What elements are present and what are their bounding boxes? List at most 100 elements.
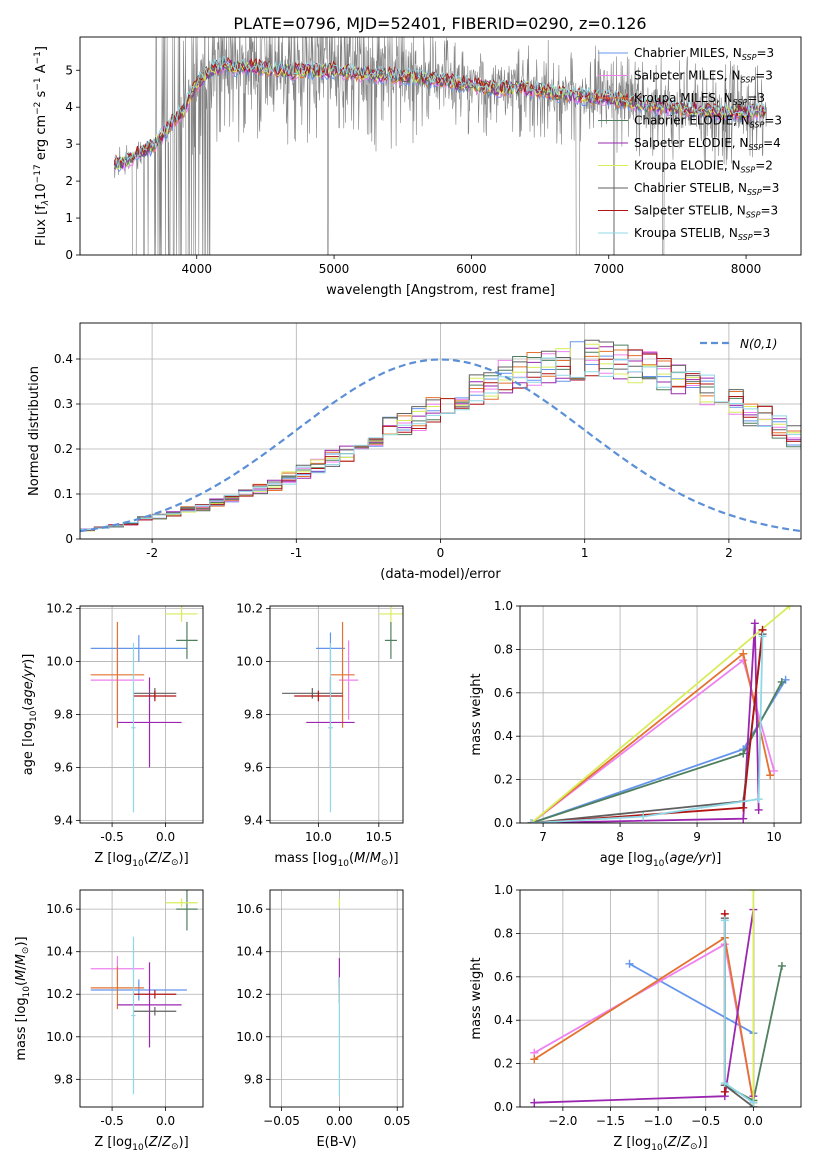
y-tick-label: 0 (65, 532, 73, 546)
series-line (533, 942, 755, 1103)
series-kroupa-miles (527, 649, 775, 823)
axes-frame (79, 889, 204, 1108)
y-tick-label: 2 (65, 174, 73, 188)
ticks: −0.05 0.00 0.05 9.8 10.0 10.2 10.4 10.6 (236, 902, 410, 1128)
series-marker (530, 1098, 539, 1107)
weight-lines (530, 890, 786, 1107)
point-kroupa-elodie (378, 606, 403, 622)
x-tick-label: 0 (437, 546, 445, 560)
y-tick-label: 10.6 (236, 902, 263, 916)
y-tick-label: 9.4 (244, 813, 263, 827)
y-tick-label: 9.8 (244, 1072, 263, 1086)
y-tick-label: 10.4 (46, 945, 73, 959)
point-chabrier-miles (90, 635, 187, 662)
ticks: -2 -1 0 1 2 0 0.1 0.2 0.3 0.4 (54, 352, 733, 560)
series-marker (750, 619, 759, 628)
y-tick-label: 0.4 (494, 1013, 513, 1027)
series-kroupa-elodie (749, 890, 758, 1107)
histograms (80, 339, 801, 533)
figure-title: PLATE=0796, MJD=52401, FIBERID=0290, z=0… (233, 14, 646, 33)
series-chabrier-miles (625, 959, 758, 1038)
series-line (531, 623, 760, 823)
point-salpeter-stelib (133, 690, 177, 702)
y-tick-label: 10.0 (236, 1030, 263, 1044)
y-axis-label: mass weight (469, 673, 484, 755)
x-tick-label: -1 (290, 546, 302, 560)
weight-lines (527, 606, 794, 823)
x-tick-label: −1.0 (644, 1114, 673, 1128)
y-tick-label: 0.6 (494, 686, 513, 700)
axes-frame (269, 889, 404, 1108)
series-kroupa-stelib (720, 916, 758, 1107)
series-marker (639, 812, 648, 821)
gaussian-curve (80, 358, 801, 533)
y-tick-label: 10.2 (236, 602, 263, 616)
residuals-panel: -2 -1 0 1 2 0 0.1 0.2 0.3 0.4 N(0,1) (data-model)/e… (27, 322, 802, 582)
y-tick-label: 3 (65, 137, 73, 151)
series-line (530, 658, 775, 823)
series-marker (785, 606, 794, 610)
x-tick-label: 10.0 (305, 830, 332, 844)
point-chabrier-stelib (133, 1007, 177, 1016)
series-kroupa-stelib (527, 632, 767, 823)
model-spectrum-kroupa-stelib (114, 56, 766, 167)
series-marker (766, 771, 775, 780)
point-chabrier-miles (90, 979, 187, 1001)
series-marker (720, 1079, 729, 1088)
x-tick-label: 10 (766, 830, 781, 844)
point-chabrier-elodie (176, 621, 198, 659)
y-tick-label: 10.6 (46, 902, 73, 916)
point-salpeter-elodie (117, 677, 182, 768)
y-tick-label: 9.6 (244, 760, 263, 774)
ticks: -0.5 0.0 9.4 9.6 9.8 10.0 10.2 (46, 602, 175, 844)
legend-label: Salpeter ELODIE, NSSP=4 (634, 136, 781, 152)
y-tick-label: 0.1 (54, 487, 73, 501)
x-tick-label: 8000 (731, 262, 762, 276)
series-marker (527, 819, 536, 823)
series-marker (625, 959, 634, 968)
y-tick-label: 0.2 (54, 442, 73, 456)
ticks: −2.0 −1.5 −1.0 −0.5 0.0 0.0 0.2 0.4 0.6 0.8 1.0 (494, 883, 763, 1128)
point-salpeter-elodie (117, 962, 182, 1048)
axes-frame (519, 889, 802, 1108)
legend-label: N(0,1) (740, 337, 777, 351)
series-marker (749, 1098, 758, 1107)
point-kroupa-elodie (165, 606, 198, 622)
mass-vs-ebv-panel: −0.05 0.00 0.05 9.8 10.0 10.2 10.4 10.6 E(B-V) (236, 889, 411, 1150)
legend-label: Chabrier ELODIE, NSSP=3 (634, 114, 782, 130)
y-tick-label: 10.2 (236, 987, 263, 1001)
x-tick-label: −0.5 (691, 1114, 720, 1128)
y-tick-label: 0.3 (54, 397, 73, 411)
x-tick-label: 7000 (593, 262, 624, 276)
point-chabrier-elodie (176, 890, 198, 931)
histogram-salpeter-stelib (80, 349, 801, 531)
y-axis-label: Flux [fλ10−17 erg cm−2 s−1 A−1] (33, 46, 51, 246)
y-tick-label: 0.8 (494, 642, 513, 656)
x-axis-label: mass [log10(M/M⊙)] (274, 851, 398, 869)
series-marker (530, 1055, 539, 1064)
x-tick-label: 0.0 (744, 1114, 763, 1128)
axes-frame (79, 36, 802, 256)
grid-lines (80, 606, 203, 823)
ticks: 4000 5000 6000 7000 8000 0 1 2 3 4 5 (65, 63, 761, 276)
y-tick-label: 0.4 (494, 729, 513, 743)
series-salpeter-miles (530, 940, 758, 1107)
y-tick-label: 0.8 (494, 926, 513, 940)
series-line (530, 606, 791, 823)
x-axis-label: Z [log10(Z/Z⊙)] (94, 1135, 188, 1153)
series-marker (754, 805, 763, 814)
x-tick-label: 1 (581, 546, 589, 560)
series-salpeter-elodie (530, 905, 758, 1107)
y-axis-label: age [log10(age/yr)] (21, 654, 39, 776)
point-salpeter-stelib (294, 690, 343, 702)
grid-lines (270, 606, 403, 823)
y-tick-label: 9.4 (54, 813, 73, 827)
y-tick-label: 4 (65, 100, 73, 114)
y-tick-label: 0.4 (54, 352, 73, 366)
point-kroupa-stelib (131, 936, 136, 1095)
x-tick-label: 5000 (319, 262, 350, 276)
y-tick-label: 9.8 (244, 708, 263, 722)
series-line (629, 963, 754, 1034)
series-marker (749, 890, 758, 894)
